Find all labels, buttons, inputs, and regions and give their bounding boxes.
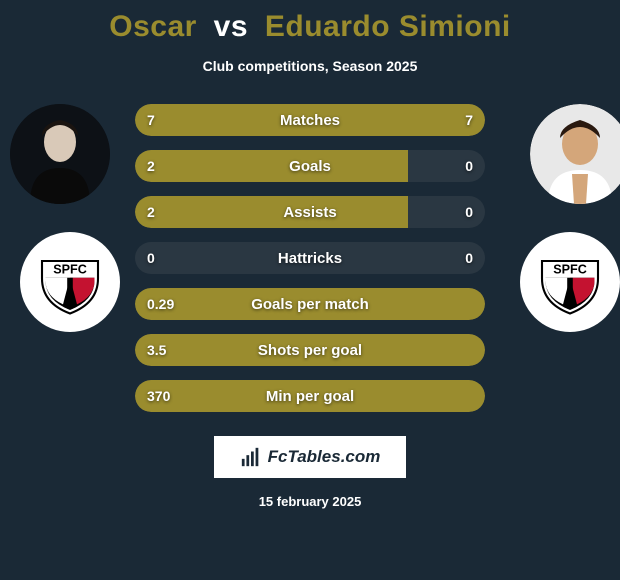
club-left-text: SPFC — [53, 263, 87, 277]
stat-row: 2Assists0 — [135, 196, 485, 228]
brand-badge: FcTables.com — [214, 436, 407, 478]
stat-label: Goals — [135, 150, 485, 182]
brand-text: FcTables.com — [268, 447, 381, 467]
stat-bars: 7Matches72Goals02Assists00Hattricks00.29… — [135, 104, 485, 412]
stat-value-right: 0 — [465, 196, 473, 228]
subtitle: Club competitions, Season 2025 — [203, 58, 418, 74]
stat-label: Assists — [135, 196, 485, 228]
chart-icon — [240, 446, 262, 468]
vs-text: vs — [214, 10, 248, 43]
stat-label: Min per goal — [135, 380, 485, 412]
stat-row: 370Min per goal — [135, 380, 485, 412]
player2-name: Eduardo Simioni — [265, 10, 511, 43]
stat-label: Shots per goal — [135, 334, 485, 366]
stat-row: 0Hattricks0 — [135, 242, 485, 274]
stat-label: Goals per match — [135, 288, 485, 320]
stat-row: 3.5Shots per goal — [135, 334, 485, 366]
player1-club-badge: SPFC — [20, 232, 120, 332]
stats-area: SPFC SPFC 7Matches72Goals02Assists00Hatt… — [0, 104, 620, 412]
page-title: Oscar vs Eduardo Simioni — [109, 10, 511, 44]
player2-club-badge: SPFC — [520, 232, 620, 332]
stat-value-right: 0 — [465, 242, 473, 274]
footer-date: 15 february 2025 — [259, 494, 362, 509]
stat-label: Matches — [135, 104, 485, 136]
stat-value-right: 0 — [465, 150, 473, 182]
comparison-infographic: Oscar vs Eduardo Simioni Club competitio… — [0, 0, 620, 580]
stat-value-right: 7 — [465, 104, 473, 136]
player1-avatar — [10, 104, 110, 204]
stat-row: 0.29Goals per match — [135, 288, 485, 320]
stat-row: 7Matches7 — [135, 104, 485, 136]
club-right-text: SPFC — [553, 263, 587, 277]
stat-label: Hattricks — [135, 242, 485, 274]
player1-name: Oscar — [109, 10, 197, 43]
stat-row: 2Goals0 — [135, 150, 485, 182]
player2-avatar — [530, 104, 620, 204]
